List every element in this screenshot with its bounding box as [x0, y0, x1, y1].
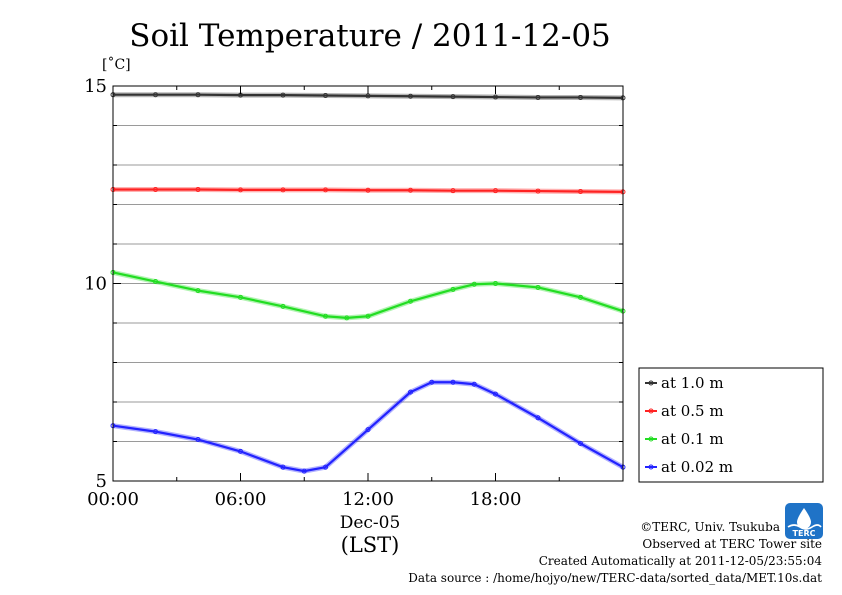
data-point [408, 187, 413, 193]
data-point [195, 437, 201, 443]
x-axis-date-label: Dec-05 [340, 513, 401, 533]
data-point [450, 188, 456, 194]
x-tick-label: 00:00 [87, 489, 139, 510]
x-tick-label: 12:00 [342, 489, 394, 510]
series-halo [112, 269, 624, 321]
data-point [280, 464, 286, 470]
data-point [535, 284, 541, 290]
legend-label: at 0.5 m [661, 402, 724, 420]
data-point [450, 379, 456, 385]
wave-icon [787, 524, 822, 530]
data-point [238, 187, 243, 193]
legend-marker [648, 380, 654, 386]
data-point [280, 303, 286, 309]
data-point [450, 94, 456, 100]
x-tick-label: 18:00 [470, 489, 522, 510]
data-point [408, 389, 413, 395]
axes: 00:00 06:00 12:00 18:00 5 10 15 [84, 76, 624, 510]
observed-text: Observed at TERC Tower site [642, 537, 822, 551]
data-point [238, 448, 243, 454]
data-point [578, 294, 583, 300]
data-point [323, 92, 328, 98]
legend-marker [648, 464, 654, 470]
data-point [195, 288, 201, 294]
legend-box [638, 367, 824, 483]
series-line [112, 381, 624, 473]
data-point [493, 281, 498, 286]
data-point [195, 186, 201, 192]
data-point [471, 381, 477, 387]
source-text: Data source : /home/hojyo/new/TERC-data/… [408, 571, 822, 585]
series-line [112, 271, 624, 319]
data-point [493, 391, 498, 397]
data-point [323, 187, 328, 193]
series-halo [112, 379, 625, 474]
data-point [429, 379, 435, 385]
legend-label: at 1.0 m [661, 374, 724, 392]
series-line [113, 93, 624, 99]
created-text: Created Automatically at 2011-12-05/23:5… [539, 554, 823, 568]
series-layer [110, 92, 626, 474]
data-point [301, 468, 307, 474]
logo-text: TERC [793, 529, 816, 538]
chart-title: Soil Temperature / 2011-12-05 [129, 18, 611, 54]
data-point [493, 188, 498, 194]
data-point [535, 94, 541, 100]
legend: at 1.0 m at 0.5 m at 0.1 m at 0.02 m [638, 367, 824, 483]
data-point [323, 464, 328, 470]
data-point [238, 294, 243, 300]
data-point [535, 188, 541, 194]
copyright-text: ©TERC, Univ. Tsukuba [640, 520, 780, 534]
legend-marker [648, 436, 654, 442]
data-point [153, 429, 158, 435]
data-point [450, 286, 456, 292]
data-point [365, 313, 371, 319]
data-point [280, 187, 286, 193]
data-point [578, 440, 583, 446]
data-point [153, 279, 158, 285]
data-point [153, 186, 158, 192]
data-point [365, 187, 371, 193]
data-point [408, 298, 413, 304]
water-drop-icon [797, 508, 811, 529]
y-axis-unit: [˚C] [102, 56, 131, 73]
data-point [408, 93, 413, 99]
data-point [535, 415, 541, 421]
x-tick-label: 06:00 [215, 489, 267, 510]
legend-label: at 0.1 m [661, 430, 724, 448]
y-tick-label: 10 [84, 274, 107, 295]
legend-label: at 0.02 m [661, 458, 733, 476]
series-line [113, 188, 624, 193]
data-point [153, 92, 158, 98]
data-point [323, 313, 328, 319]
terc-logo: TERC [785, 503, 823, 539]
data-point [578, 94, 583, 100]
y-tick-label: 5 [96, 471, 107, 492]
data-point [578, 188, 583, 194]
y-tick-label: 15 [84, 76, 107, 97]
data-point [344, 315, 350, 321]
data-point [365, 427, 371, 433]
data-point [280, 92, 286, 98]
legend-marker [648, 408, 654, 414]
data-point [493, 94, 498, 100]
data-point [195, 92, 201, 98]
data-point [471, 281, 477, 287]
x-axis-timezone-label: (LST) [341, 533, 400, 557]
